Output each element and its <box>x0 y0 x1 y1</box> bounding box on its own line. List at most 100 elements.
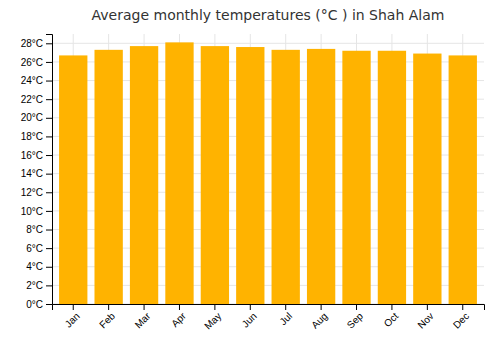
tick: Dec <box>451 304 471 331</box>
bar <box>378 51 406 304</box>
grid <box>52 34 484 304</box>
bar <box>94 50 122 304</box>
tick: Oct <box>382 304 401 329</box>
tick-mark <box>214 304 215 310</box>
tick-mark <box>108 304 109 310</box>
chart: 0°C2°C4°C6°C8°C10°C12°C14°C16°C18°C20°C2… <box>0 0 500 350</box>
tick-label: 2°C <box>26 280 43 291</box>
tick: Jan <box>63 304 82 330</box>
tick-mark <box>46 285 52 286</box>
tick: 2°C <box>26 280 52 291</box>
tick: Nov <box>415 304 435 331</box>
tick-label: 16°C <box>21 150 43 161</box>
tick: 24°C <box>21 75 52 86</box>
tick-mark <box>46 211 52 212</box>
tick-label: Oct <box>382 310 401 329</box>
bar <box>236 47 264 304</box>
tick: May <box>202 304 223 332</box>
bar <box>449 55 477 304</box>
bars <box>59 42 477 304</box>
axis-line <box>53 305 485 311</box>
y-axis: 0°C2°C4°C6°C8°C10°C12°C14°C16°C18°C20°C2… <box>21 35 53 310</box>
tick-mark <box>73 304 74 310</box>
tick-label: Mar <box>133 310 153 330</box>
tick: Feb <box>97 304 117 330</box>
x-axis: Jan Feb Mar Apr May Jun Jul Aug Sep Oct Nov Dec <box>53 304 485 332</box>
tick-label: 6°C <box>26 243 43 254</box>
tick-mark <box>46 81 52 82</box>
tick: 28°C <box>21 38 52 49</box>
tick: Jun <box>240 304 259 330</box>
tick-mark <box>46 118 52 119</box>
bar <box>130 46 158 304</box>
tick-label: 20°C <box>21 112 43 123</box>
tick-label: 0°C <box>26 299 43 310</box>
tick-mark <box>46 99 52 100</box>
bar <box>165 42 193 304</box>
tick-label: Sep <box>345 310 366 331</box>
tick-mark <box>462 304 463 310</box>
tick-label: 24°C <box>21 75 43 86</box>
tick-label: 26°C <box>21 57 43 68</box>
bar <box>59 55 87 304</box>
bar <box>201 46 229 304</box>
plot: 0°C2°C4°C6°C8°C10°C12°C14°C16°C18°C20°C2… <box>21 34 485 332</box>
tick-mark <box>427 304 428 310</box>
tick-label: Dec <box>451 310 471 330</box>
tick: 18°C <box>21 131 52 142</box>
tick-mark <box>46 192 52 193</box>
tick: Aug <box>309 304 329 331</box>
tick-mark <box>321 304 322 310</box>
tick-label: Feb <box>97 310 117 330</box>
tick: 4°C <box>26 261 52 272</box>
tick-label: Nov <box>415 310 435 330</box>
tick-mark <box>46 230 52 231</box>
tick-label: 10°C <box>21 206 43 217</box>
tick-mark <box>46 136 52 137</box>
tick-mark <box>46 174 52 175</box>
tick-mark <box>46 62 52 63</box>
title: Average monthly temperatures (°C ) in Sh… <box>92 7 445 23</box>
tick-mark <box>285 304 286 310</box>
tick-label: 14°C <box>21 168 43 179</box>
bar <box>272 50 300 304</box>
tick-mark <box>46 304 52 305</box>
grid-line <box>52 43 484 44</box>
tick-label: 4°C <box>26 261 43 272</box>
tick-label: Apr <box>169 310 188 329</box>
tick: 14°C <box>21 168 52 179</box>
tick: 16°C <box>21 150 52 161</box>
tick-mark <box>391 304 392 310</box>
tick-label: 22°C <box>21 94 43 105</box>
tick-mark <box>179 304 180 310</box>
tick-label: 28°C <box>21 38 43 49</box>
bar <box>413 54 441 304</box>
tick: Apr <box>169 304 188 329</box>
tick: 6°C <box>26 243 52 254</box>
tick-mark <box>46 155 52 156</box>
tick: 20°C <box>21 112 52 123</box>
tick: Sep <box>345 304 366 331</box>
tick: 10°C <box>21 206 52 217</box>
tick-mark <box>46 248 52 249</box>
tick-label: 18°C <box>21 131 43 142</box>
tick-mark <box>46 267 52 268</box>
tick: 26°C <box>21 57 52 68</box>
tick: Mar <box>133 304 153 330</box>
tick-mark <box>250 304 251 310</box>
tick: 0°C <box>26 299 52 310</box>
tick-label: Jul <box>277 310 294 327</box>
tick-mark <box>46 43 52 44</box>
tick: 12°C <box>21 187 52 198</box>
tick-mark <box>144 304 145 310</box>
axis-line <box>46 35 53 305</box>
tick: Jul <box>277 304 294 327</box>
tick-label: Jun <box>240 310 259 329</box>
tick-label: Aug <box>309 310 329 330</box>
tick-label: Jan <box>63 310 82 329</box>
tick-label: 12°C <box>21 187 43 198</box>
tick: 22°C <box>21 94 52 105</box>
tick-label: May <box>202 310 223 331</box>
tick-mark <box>356 304 357 310</box>
bar <box>307 49 335 304</box>
